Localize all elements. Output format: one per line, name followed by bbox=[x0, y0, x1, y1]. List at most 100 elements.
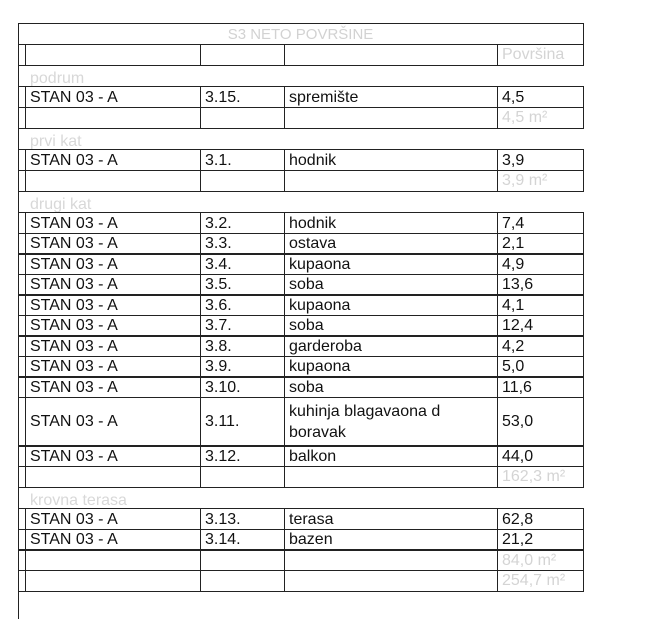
empty-cell bbox=[200, 107, 284, 128]
room-number-cell: 3.4. bbox=[200, 254, 284, 274]
room-number-cell: 3.8. bbox=[200, 336, 284, 356]
header-cell-room bbox=[284, 44, 497, 65]
total-cell: 254,7 m² bbox=[497, 570, 584, 591]
empty-cell bbox=[200, 466, 284, 487]
area-cell: 11,6 bbox=[497, 377, 584, 397]
table-row: STAN 03 - A 3.14. bazen 21,2 bbox=[18, 528, 584, 551]
room-name-cell: soba bbox=[284, 315, 497, 336]
room-name-cell: hodnik bbox=[284, 213, 497, 233]
room-number-cell: 3.15. bbox=[200, 87, 284, 107]
section-label: podrum bbox=[30, 69, 85, 87]
table-row: STAN 03 - A 3.10. soba 11,6 bbox=[18, 376, 584, 398]
header-cell-unit bbox=[25, 44, 200, 65]
subtotal-cell: 162,3 m² bbox=[497, 466, 584, 487]
area-cell: 5,0 bbox=[497, 356, 584, 377]
unit-cell: STAN 03 - A bbox=[25, 397, 200, 446]
area-cell: 4,5 bbox=[497, 87, 584, 107]
total-row: 254,7 m² bbox=[18, 569, 584, 592]
table-row: STAN 03 - A 3.9. kupaona 5,0 bbox=[18, 355, 584, 378]
table-row: STAN 03 - A 3.7. soba 12,4 bbox=[18, 314, 584, 337]
unit-cell: STAN 03 - A bbox=[25, 295, 200, 315]
header-cell-number bbox=[200, 44, 284, 65]
section-label: prvi kat bbox=[30, 132, 82, 150]
unit-cell: STAN 03 - A bbox=[25, 87, 200, 107]
room-name-cell: kupaona bbox=[284, 254, 497, 274]
room-name-cell: ostava bbox=[284, 233, 497, 254]
area-cell: 21,2 bbox=[497, 529, 584, 550]
empty-cell bbox=[200, 550, 284, 570]
unit-cell: STAN 03 - A bbox=[25, 254, 200, 274]
subtotal-cell: 84,0 m² bbox=[497, 550, 584, 570]
unit-cell: STAN 03 - A bbox=[25, 336, 200, 356]
area-cell: 13,6 bbox=[497, 274, 584, 295]
area-cell: 62,8 bbox=[497, 509, 584, 529]
area-cell: 7,4 bbox=[497, 213, 584, 233]
room-number-cell: 3.3. bbox=[200, 233, 284, 254]
empty-cell bbox=[200, 570, 284, 591]
subtotal-row: 162,3 m² bbox=[18, 465, 584, 488]
area-cell: 3,9 bbox=[497, 150, 584, 170]
area-cell: 4,2 bbox=[497, 336, 584, 356]
empty-cell bbox=[25, 107, 200, 128]
empty-cell bbox=[284, 466, 497, 487]
empty-cell bbox=[25, 570, 200, 591]
room-number-cell: 3.14. bbox=[200, 529, 284, 550]
empty-cell bbox=[284, 107, 497, 128]
table-row: STAN 03 - A 3.5. soba 13,6 bbox=[18, 273, 584, 296]
table-row: STAN 03 - A 3.1. hodnik 3,9 bbox=[18, 149, 584, 171]
table-row: STAN 03 - A 3.11. kuhinja blagavaona d bor… bbox=[18, 396, 584, 447]
unit-cell: STAN 03 - A bbox=[25, 213, 200, 233]
area-cell: 4,1 bbox=[497, 295, 584, 315]
room-name-cell: soba bbox=[284, 274, 497, 295]
room-number-cell: 3.12. bbox=[200, 446, 284, 466]
room-number-cell: 3.2. bbox=[200, 213, 284, 233]
area-cell: 4,9 bbox=[497, 254, 584, 274]
table-row: STAN 03 - A 3.2. hodnik 7,4 bbox=[18, 212, 584, 234]
area-cell: 2,1 bbox=[497, 233, 584, 254]
area-cell: 12,4 bbox=[497, 315, 584, 336]
subtotal-row: 84,0 m² bbox=[18, 549, 584, 571]
room-number-cell: 3.9. bbox=[200, 356, 284, 377]
room-name-cell: hodnik bbox=[284, 150, 497, 170]
empty-cell bbox=[25, 170, 200, 191]
empty-cell bbox=[25, 550, 200, 570]
room-name-cell: balkon bbox=[284, 446, 497, 466]
header-row: Površina bbox=[18, 43, 584, 66]
room-number-cell: 3.11. bbox=[200, 397, 284, 446]
table-title: S3 NETO POVRŠINE bbox=[18, 23, 584, 45]
table-row: STAN 03 - A 3.8. garderoba 4,2 bbox=[18, 335, 584, 357]
unit-cell: STAN 03 - A bbox=[25, 446, 200, 466]
header-area-label: Površina bbox=[497, 44, 584, 65]
room-number-cell: 3.10. bbox=[200, 377, 284, 397]
table-row: STAN 03 - A 3.15. spremište 4,5 bbox=[18, 86, 584, 108]
room-name-cell: terasa bbox=[284, 509, 497, 529]
subtotal-cell: 3,9 m² bbox=[497, 170, 584, 191]
table-row: STAN 03 - A 3.13. terasa 62,8 bbox=[18, 508, 584, 530]
room-name-cell: kupaona bbox=[284, 295, 497, 315]
subtotal-row: 3,9 m² bbox=[18, 169, 584, 192]
room-name-cell: garderoba bbox=[284, 336, 497, 356]
room-number-cell: 3.6. bbox=[200, 295, 284, 315]
empty-cell bbox=[284, 170, 497, 191]
subtotal-cell: 4,5 m² bbox=[497, 107, 584, 128]
area-cell: 44,0 bbox=[497, 446, 584, 466]
room-number-cell: 3.13. bbox=[200, 509, 284, 529]
unit-cell: STAN 03 - A bbox=[25, 509, 200, 529]
unit-cell: STAN 03 - A bbox=[25, 529, 200, 550]
room-number-cell: 3.5. bbox=[200, 274, 284, 295]
unit-cell: STAN 03 - A bbox=[25, 377, 200, 397]
room-name-cell: spremište bbox=[284, 87, 497, 107]
unit-cell: STAN 03 - A bbox=[25, 233, 200, 254]
empty-cell bbox=[284, 570, 497, 591]
table-row: STAN 03 - A 3.4. kupaona 4,9 bbox=[18, 253, 584, 275]
room-number-cell: 3.1. bbox=[200, 150, 284, 170]
table-row: STAN 03 - A 3.3. ostava 2,1 bbox=[18, 232, 584, 255]
empty-cell bbox=[200, 170, 284, 191]
table-row: STAN 03 - A 3.12. balkon 44,0 bbox=[18, 445, 584, 467]
area-table: S3 NETO POVRŠINE Površina podrum STAN 03 - … bbox=[18, 23, 584, 619]
room-name-cell: bazen bbox=[284, 529, 497, 550]
unit-cell: STAN 03 - A bbox=[25, 274, 200, 295]
room-name-cell: kuhinja blagavaona d boravak bbox=[284, 397, 497, 446]
room-number-cell: 3.7. bbox=[200, 315, 284, 336]
unit-cell: STAN 03 - A bbox=[25, 356, 200, 377]
